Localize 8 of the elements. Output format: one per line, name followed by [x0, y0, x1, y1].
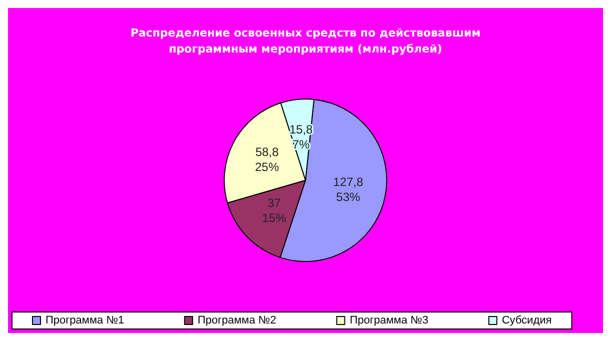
legend-label: Программа №3 [350, 314, 428, 326]
chart-title: Распределение освоенных средств по действовавшим программным мероприятиям (млн.рублей) [130, 26, 481, 56]
data-label: 127,8 53% [333, 174, 364, 204]
data-label: 37 15% [262, 196, 286, 226]
legend-label: Субсидия [502, 314, 552, 326]
legend-label: Программа №2 [198, 314, 276, 326]
data-label: 58,8 25% [254, 145, 280, 174]
legend-label: Программа №1 [46, 314, 124, 326]
